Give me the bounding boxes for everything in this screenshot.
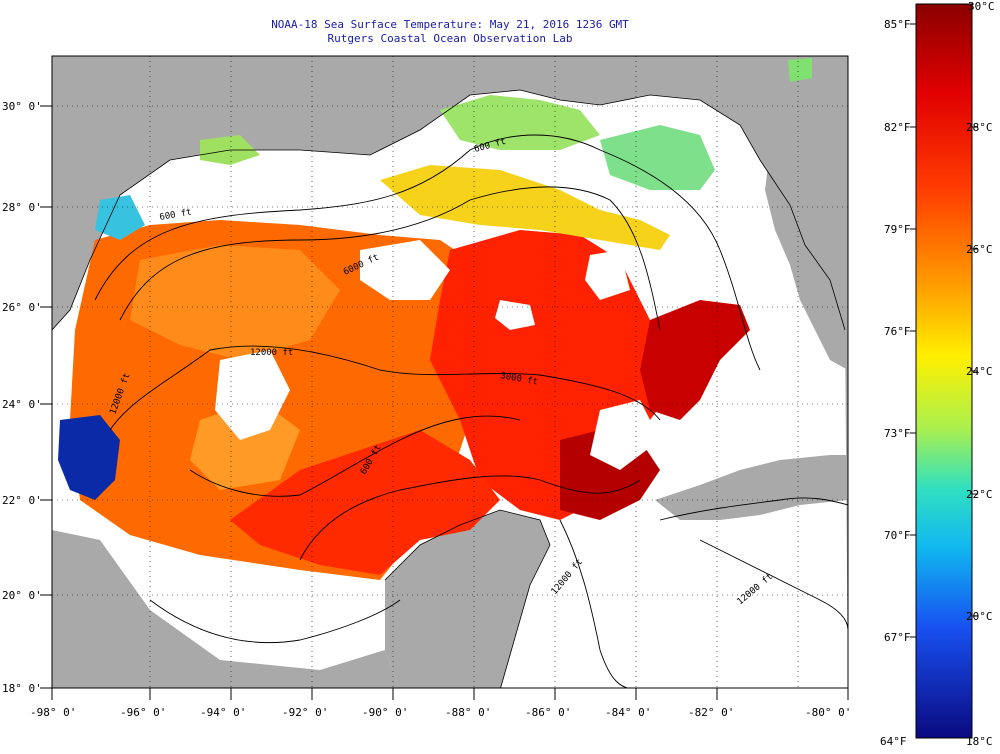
lat-label: 30° 0'	[2, 100, 42, 113]
cloud-patch-5	[495, 300, 535, 330]
colorbar-c-ticks	[972, 126, 978, 617]
sst-green-patch-ne	[788, 58, 812, 82]
colorbar-f-label: 67°F	[884, 631, 911, 644]
colorbar-c-label: 26°C	[966, 243, 993, 256]
cloud-patch-1	[360, 240, 450, 300]
cloud-patch-3	[590, 400, 660, 470]
cloud-patch-4	[585, 250, 630, 300]
sst-green-bigbend	[600, 125, 715, 190]
lat-label: 26° 0'	[2, 301, 42, 314]
colorbar-c-labels: 30°C 28°C 26°C 24°C 22°C 20°C 18°C	[966, 0, 995, 748]
lat-label: 18° 0'	[2, 682, 42, 695]
florida-land	[765, 56, 848, 370]
lon-label: -88° 0'	[445, 706, 491, 719]
sst-blue-patch	[58, 415, 120, 500]
colorbar-f-label: 79°F	[884, 223, 911, 236]
lon-label: -90° 0'	[362, 706, 408, 719]
graticule	[52, 56, 848, 688]
lat-tick-marks	[40, 105, 52, 689]
bathymetry-contours	[94, 134, 848, 688]
map-title: NOAA-18 Sea Surface Temperature: May 21,…	[271, 18, 629, 31]
colorbar-f-label: 73°F	[884, 427, 911, 440]
lon-label: -94° 0'	[200, 706, 246, 719]
sst-red-south	[230, 430, 500, 575]
lon-label: -80° 0'	[805, 706, 851, 719]
colorbar: 85°F 82°F 79°F 76°F 73°F 70°F 67°F 64°F …	[880, 0, 995, 748]
sst-cyan-edge	[95, 195, 145, 240]
lon-label: -86° 0'	[525, 706, 571, 719]
cloud-patch-2	[215, 350, 290, 440]
lon-label: -82° 0'	[688, 706, 734, 719]
lat-label: 24° 0'	[2, 398, 42, 411]
map-titles: NOAA-18 Sea Surface Temperature: May 21,…	[0, 18, 900, 46]
map-frame	[51, 55, 849, 689]
sst-green-shelf	[440, 95, 600, 150]
colorbar-c-label: 28°C	[966, 121, 993, 134]
lon-label: -96° 0'	[120, 706, 166, 719]
yucatan-coastline	[384, 509, 551, 688]
sst-map: 600 ft 6000 ft 12000 ft 12000 ft 3000 ft…	[2, 55, 851, 719]
lon-tick-marks	[51, 688, 849, 700]
colorbar-f-label: 70°F	[884, 529, 911, 542]
lon-label: -98° 0'	[30, 706, 76, 719]
lat-label: 20° 0'	[2, 589, 42, 602]
colorbar-f-label: 82°F	[884, 121, 911, 134]
colorbar-c-label: 20°C	[966, 610, 993, 623]
sst-darkred-core	[640, 300, 750, 420]
colorbar-f-label: 85°F	[884, 18, 911, 31]
colorbar-c-label: 22°C	[966, 488, 993, 501]
lon-labels: -98° 0' -96° 0' -94° 0' -92° 0' -90° 0' …	[30, 706, 851, 719]
colorbar-c-label: 24°C	[966, 365, 993, 378]
colorbar-f-ticks	[910, 23, 916, 638]
colorbar-c-label: 18°C	[966, 735, 993, 748]
yucatan-land	[385, 510, 550, 688]
colorbar-gradient	[915, 3, 973, 739]
cuba-land	[655, 455, 848, 520]
mexico-land	[52, 530, 400, 688]
colorbar-c-label: 30°C	[968, 0, 995, 13]
colorbar-f-labels: 85°F 82°F 79°F 76°F 73°F 70°F 67°F 64°F	[880, 18, 911, 748]
lat-label: 22° 0'	[2, 494, 42, 507]
lon-label: -84° 0'	[605, 706, 651, 719]
lat-labels: 30° 0' 28° 0' 26° 0' 24° 0' 22° 0' 20° 0…	[2, 100, 42, 695]
colorbar-f-label: 76°F	[884, 325, 911, 338]
lon-label: -92° 0'	[282, 706, 328, 719]
lat-label: 28° 0'	[2, 201, 42, 214]
sst-orange-light	[130, 245, 340, 360]
coastline	[52, 89, 846, 331]
sst-yellow-shelf	[380, 165, 670, 250]
contour-label: 12000 ft	[250, 348, 293, 358]
map-subtitle: Rutgers Coastal Ocean Observation Lab	[327, 32, 573, 45]
colorbar-f-label: 64°F	[880, 735, 907, 748]
